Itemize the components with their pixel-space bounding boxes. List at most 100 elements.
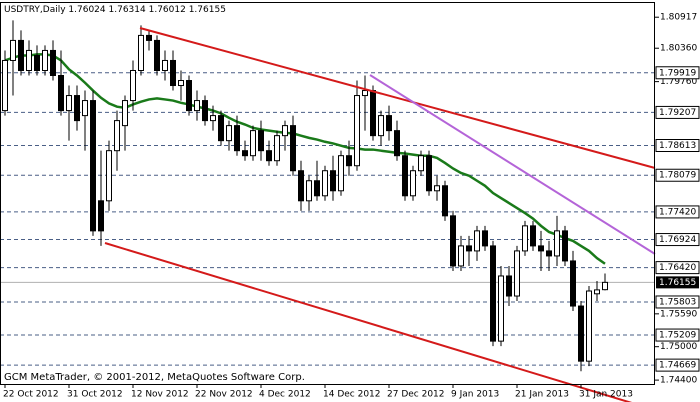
candle-body: [434, 185, 440, 192]
candle-body: [170, 59, 176, 87]
open-price: 1.76024: [68, 5, 105, 15]
candle-body: [426, 155, 432, 192]
candles: [2, 20, 608, 372]
candle-body: [354, 95, 360, 167]
axes: 1.80917 1.80360 1.79760 1.75590 1.75000 1.744…: [3, 13, 700, 400]
y-tick-label: 1.79760: [660, 77, 697, 87]
level-label: 1.79919: [659, 68, 696, 78]
x-tick-label: 22 Nov 2012: [195, 390, 253, 400]
level-label: 1.76924: [659, 235, 696, 245]
chart-header: USDTRY,Daily 1.76024 1.76314 1.76012 1.7…: [4, 5, 226, 15]
x-tick-label: 31 Jan 2013: [579, 390, 633, 400]
plot-frame: [0, 2, 655, 385]
moving-average-layer: [4, 53, 606, 265]
candle-body: [394, 130, 400, 157]
level-label: 1.75803: [659, 297, 696, 307]
candle-body: [602, 281, 608, 291]
high-price: 1.76314: [109, 5, 146, 15]
candle-body: [90, 100, 96, 232]
level-label: 1.78613: [659, 141, 696, 151]
trend-line-violet: [369, 74, 656, 255]
candle-body: [338, 155, 344, 192]
candle-body: [458, 245, 464, 267]
candle-body: [466, 245, 472, 252]
trend-line-lower: [104, 242, 633, 402]
candle-body: [202, 100, 208, 122]
candle-body: [482, 230, 488, 247]
x-tick-label: 27 Dec 2012: [387, 390, 445, 400]
candle-body: [226, 125, 232, 142]
candle-body: [306, 180, 312, 202]
candle-body: [66, 95, 72, 112]
candle-body: [26, 49, 32, 71]
candle-body: [122, 100, 128, 127]
candle-body: [242, 150, 248, 157]
candle-body: [186, 80, 192, 112]
candle-body: [218, 115, 224, 142]
candle-body: [210, 115, 216, 122]
level-label-box: [655, 328, 700, 342]
candle-body: [330, 170, 336, 192]
candle-body: [282, 125, 288, 137]
candle-body: [570, 260, 576, 307]
candle-body: [98, 200, 104, 232]
symbol: USDTRY,Daily: [4, 5, 66, 15]
candle-body: [594, 289, 600, 295]
x-tick-label: 14 Dec 2012: [323, 390, 381, 400]
candle-body: [362, 90, 368, 97]
candle-body: [18, 39, 24, 71]
candle-body: [546, 250, 552, 257]
x-tick-label: 21 Jan 2013: [515, 390, 569, 400]
candle-body: [562, 230, 568, 262]
candle-body: [514, 250, 520, 297]
close-price: 1.76155: [189, 5, 226, 15]
candle-body: [194, 100, 200, 112]
candle-body: [154, 39, 160, 71]
candle-body: [290, 125, 296, 172]
candle-body: [554, 230, 560, 257]
candle-body: [274, 135, 280, 162]
level-label-box: [655, 66, 700, 80]
candle-body: [50, 49, 56, 77]
candle-body: [2, 59, 8, 112]
candle-body: [474, 230, 480, 252]
candle-body: [322, 170, 328, 197]
current-price-box: [656, 276, 699, 289]
candle-body: [410, 170, 416, 197]
levels: [0, 72, 655, 366]
candle-body: [498, 275, 504, 342]
candle-body: [258, 130, 264, 152]
level-label-box: [655, 139, 700, 153]
y-tick-label: 1.80360: [660, 44, 697, 54]
candle-body: [402, 155, 408, 197]
trend-lines: [104, 27, 656, 402]
level-label-box: [655, 295, 700, 309]
y-tick-label: 1.75000: [660, 342, 697, 352]
candle-body: [10, 39, 16, 61]
candle-body: [266, 150, 272, 162]
candle-body: [162, 59, 168, 71]
x-tick-label: 31 Oct 2012: [67, 390, 123, 400]
candle-body: [34, 54, 40, 71]
candle-body: [234, 125, 240, 152]
candle-body: [114, 120, 120, 152]
candle-body: [314, 180, 320, 197]
x-tick-label: 22 Oct 2012: [3, 390, 59, 400]
x-tick-label: 12 Nov 2012: [131, 390, 189, 400]
candle-body: [578, 305, 584, 362]
level-label: 1.76420: [659, 263, 696, 273]
level-label: 1.78079: [659, 171, 696, 181]
candle-body: [106, 150, 112, 202]
watermark: GCM MetaTrader, © 2001-2012, MetaQuotes …: [4, 372, 305, 383]
candle-body: [146, 34, 152, 41]
level-label: 1.77420: [659, 207, 696, 217]
candle-body: [522, 225, 528, 252]
candle-body: [538, 245, 544, 252]
candle-body: [586, 290, 592, 362]
x-tick-label: 9 Jan 2013: [451, 390, 499, 400]
candle-body: [74, 95, 80, 122]
y-tick-label: 1.74400: [660, 376, 697, 386]
level-label: 1.74669: [659, 361, 696, 371]
